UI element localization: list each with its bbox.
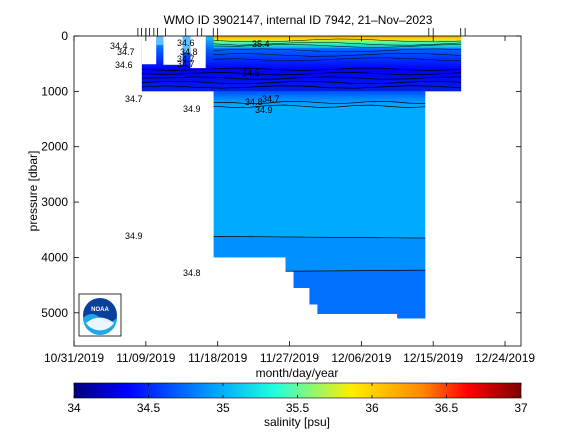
contour-line xyxy=(141,67,462,71)
plot-frame xyxy=(73,35,522,347)
x-axis-label: month/day/year xyxy=(256,366,339,380)
transition-layer xyxy=(213,91,426,108)
data-gap xyxy=(190,36,206,69)
contour-label: 34.7 xyxy=(125,94,143,104)
y-tick-label: 2000 xyxy=(41,140,68,154)
colorbar-tick-label: 35.5 xyxy=(286,401,310,415)
contour-label: 35.4 xyxy=(252,39,270,49)
x-tick-label: 12/15/2019 xyxy=(403,351,463,365)
contour-label: 34.8 xyxy=(183,268,201,278)
profile-ticks xyxy=(137,28,466,36)
contour-label: 34.5 xyxy=(242,68,260,78)
contour-line xyxy=(213,42,462,46)
contour-label: 34.9 xyxy=(183,104,201,114)
shallow-column xyxy=(156,36,164,45)
x-tick-label: 11/27/2019 xyxy=(260,351,319,365)
x-tick-label: 10/31/2019 xyxy=(44,351,104,365)
contour-label: 34.6 xyxy=(177,38,195,48)
colorbar-tick-label: 34.5 xyxy=(137,401,161,415)
y-tick-label: 1000 xyxy=(41,84,68,98)
colorbar-tick-label: 34 xyxy=(67,401,81,415)
y-axis: 0 1000 2000 3000 4000 5000 xyxy=(41,29,521,320)
contour-line xyxy=(285,269,426,272)
colorbar-ticks: 34 34.5 35 35.5 36 36.5 37 xyxy=(67,383,528,415)
contour-line xyxy=(213,57,462,61)
y-tick-label: 4000 xyxy=(41,250,68,264)
y-tick-label: 0 xyxy=(61,29,68,43)
colorbar-label: salinity [psu] xyxy=(264,415,330,429)
y-tick-label: 3000 xyxy=(41,195,68,209)
x-axis: 10/31/2019 11/09/2019 11/18/2019 11/27/2019… xyxy=(44,36,535,365)
chart-title: WMO ID 3902147, internal ID 7942, 21–Nov… xyxy=(164,13,433,27)
shallow-column xyxy=(182,36,191,53)
contour-label: 34.8 xyxy=(180,47,198,57)
contour-label: 34.7 xyxy=(117,47,135,57)
contour-label: 34.8 xyxy=(245,97,263,107)
contour-label: 34.4 xyxy=(110,41,128,51)
contour-line xyxy=(213,104,426,108)
x-tick-label: 12/24/2019 xyxy=(475,351,535,365)
contour-label: 34.7 xyxy=(262,94,280,104)
x-tick-label: 11/09/2019 xyxy=(116,351,175,365)
contour-line xyxy=(141,72,462,76)
contour-label: 34.9 xyxy=(255,105,273,115)
y-axis-label: pressure [dbar] xyxy=(26,151,40,232)
contour-line xyxy=(141,80,462,85)
contour-label: 34.7 xyxy=(177,54,195,64)
noaa-logo-text: NOAA xyxy=(91,307,109,313)
contour-line xyxy=(141,85,462,89)
data-gap xyxy=(141,36,157,65)
x-tick-label: 11/18/2019 xyxy=(188,351,247,365)
colorbar-tick-label: 36 xyxy=(365,401,379,415)
colorbar-tick-label: 37 xyxy=(514,401,528,415)
contour-lines xyxy=(141,38,462,272)
contour-line xyxy=(213,44,462,48)
colorbar-tick-label: 35 xyxy=(216,401,230,415)
noaa-logo: NOAA xyxy=(78,293,122,337)
contour-label: 34.6 xyxy=(115,60,133,70)
salinity-field xyxy=(141,36,462,319)
contour-line xyxy=(213,236,426,239)
colorbar-tick-label: 36.5 xyxy=(435,401,459,415)
contour-label: 34.9 xyxy=(125,231,143,241)
contour-line xyxy=(141,76,462,80)
data-gap xyxy=(163,36,183,65)
contour-line xyxy=(213,53,462,57)
contour-line xyxy=(213,48,462,53)
x-tick-label: 12/06/2019 xyxy=(331,351,391,365)
y-tick-label: 5000 xyxy=(41,306,68,320)
contour-labels: 34.4 34.6 34.8 34.7 34.7 34.7 34.6 35.4 … xyxy=(110,38,280,278)
contour-line xyxy=(213,100,426,105)
contour-line xyxy=(213,38,462,43)
contour-label: 34.7 xyxy=(177,59,195,69)
bottom-region xyxy=(285,270,426,319)
